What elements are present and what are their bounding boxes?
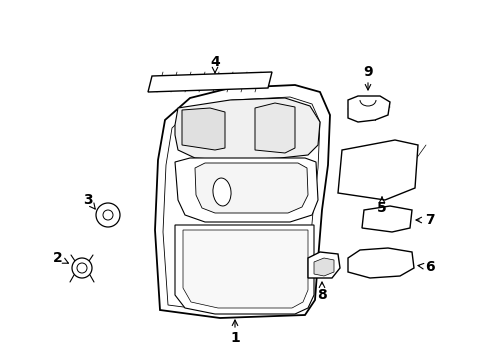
Polygon shape: [175, 158, 317, 222]
Text: 1: 1: [230, 331, 240, 345]
Polygon shape: [175, 225, 313, 314]
Polygon shape: [313, 258, 333, 276]
Text: 2: 2: [53, 251, 63, 265]
Text: 6: 6: [425, 260, 434, 274]
Polygon shape: [148, 72, 271, 92]
Text: 4: 4: [210, 55, 220, 69]
Polygon shape: [307, 252, 339, 278]
Polygon shape: [195, 163, 307, 213]
Polygon shape: [347, 248, 413, 278]
Polygon shape: [182, 108, 224, 150]
Polygon shape: [175, 98, 319, 160]
Polygon shape: [155, 85, 329, 318]
Circle shape: [77, 263, 87, 273]
Polygon shape: [347, 96, 389, 122]
Ellipse shape: [212, 178, 230, 206]
Text: 8: 8: [317, 288, 326, 302]
Polygon shape: [337, 140, 417, 200]
Polygon shape: [163, 97, 319, 312]
Circle shape: [96, 203, 120, 227]
Circle shape: [72, 258, 92, 278]
Polygon shape: [183, 230, 307, 308]
Circle shape: [103, 210, 113, 220]
Text: 3: 3: [83, 193, 93, 207]
Polygon shape: [361, 206, 411, 232]
Polygon shape: [254, 103, 294, 153]
Text: 9: 9: [363, 65, 372, 79]
Text: 5: 5: [376, 201, 386, 215]
Text: 7: 7: [425, 213, 434, 227]
